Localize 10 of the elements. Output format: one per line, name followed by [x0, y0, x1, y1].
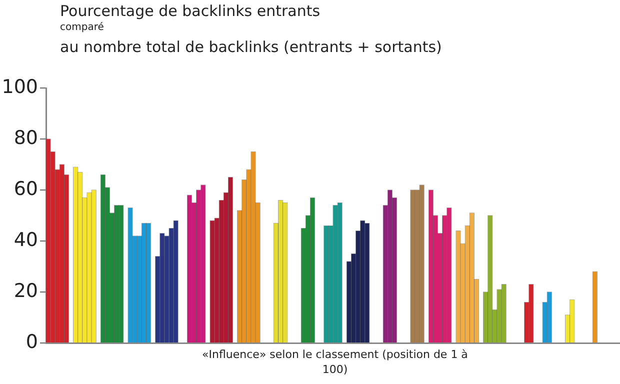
y-tick-label: 40 — [14, 228, 38, 251]
chart-subtitle: comparé — [60, 22, 104, 34]
y-tick-label: 20 — [14, 280, 38, 302]
y-tick-label: 80 — [14, 126, 38, 149]
x-axis-title: «Influence» selon le classement (position de 1 à 100) — [201, 347, 469, 377]
y-tick-label: 60 — [14, 178, 38, 200]
chart-title: Pourcentage de backlinks entrants — [60, 2, 320, 20]
text: au nombre total de backlinks (entrants + sortants) — [60, 38, 442, 56]
y-tick-label: 100 — [2, 76, 38, 98]
y-tick-label: 0 — [26, 330, 38, 353]
